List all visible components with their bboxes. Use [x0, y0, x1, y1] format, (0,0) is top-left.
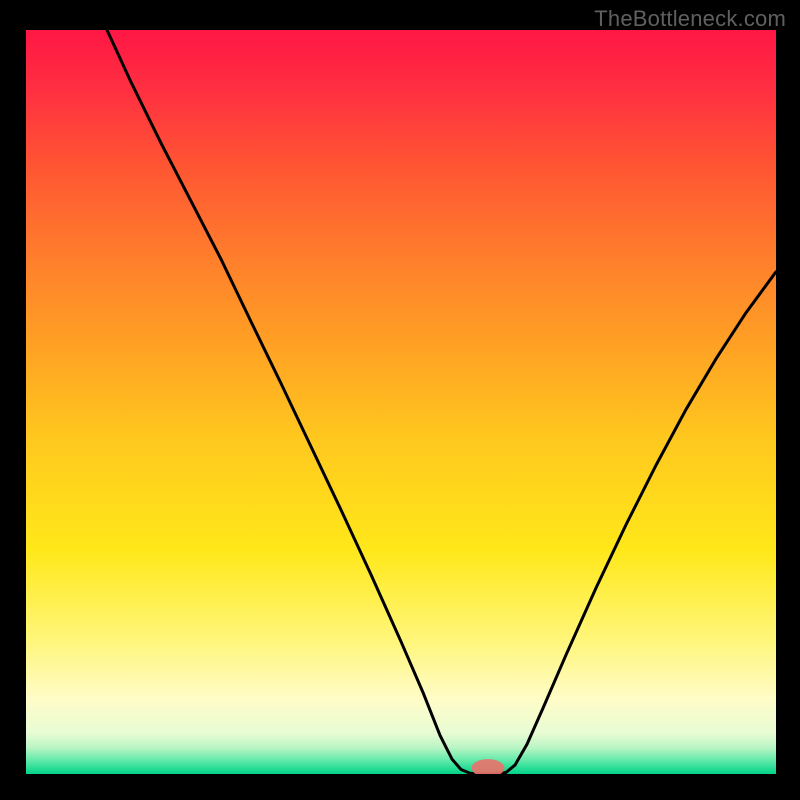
bottleneck-chart — [26, 30, 776, 774]
chart-frame: TheBottleneck.com — [0, 0, 800, 800]
attribution-label: TheBottleneck.com — [594, 6, 786, 32]
gradient-background — [26, 30, 776, 774]
